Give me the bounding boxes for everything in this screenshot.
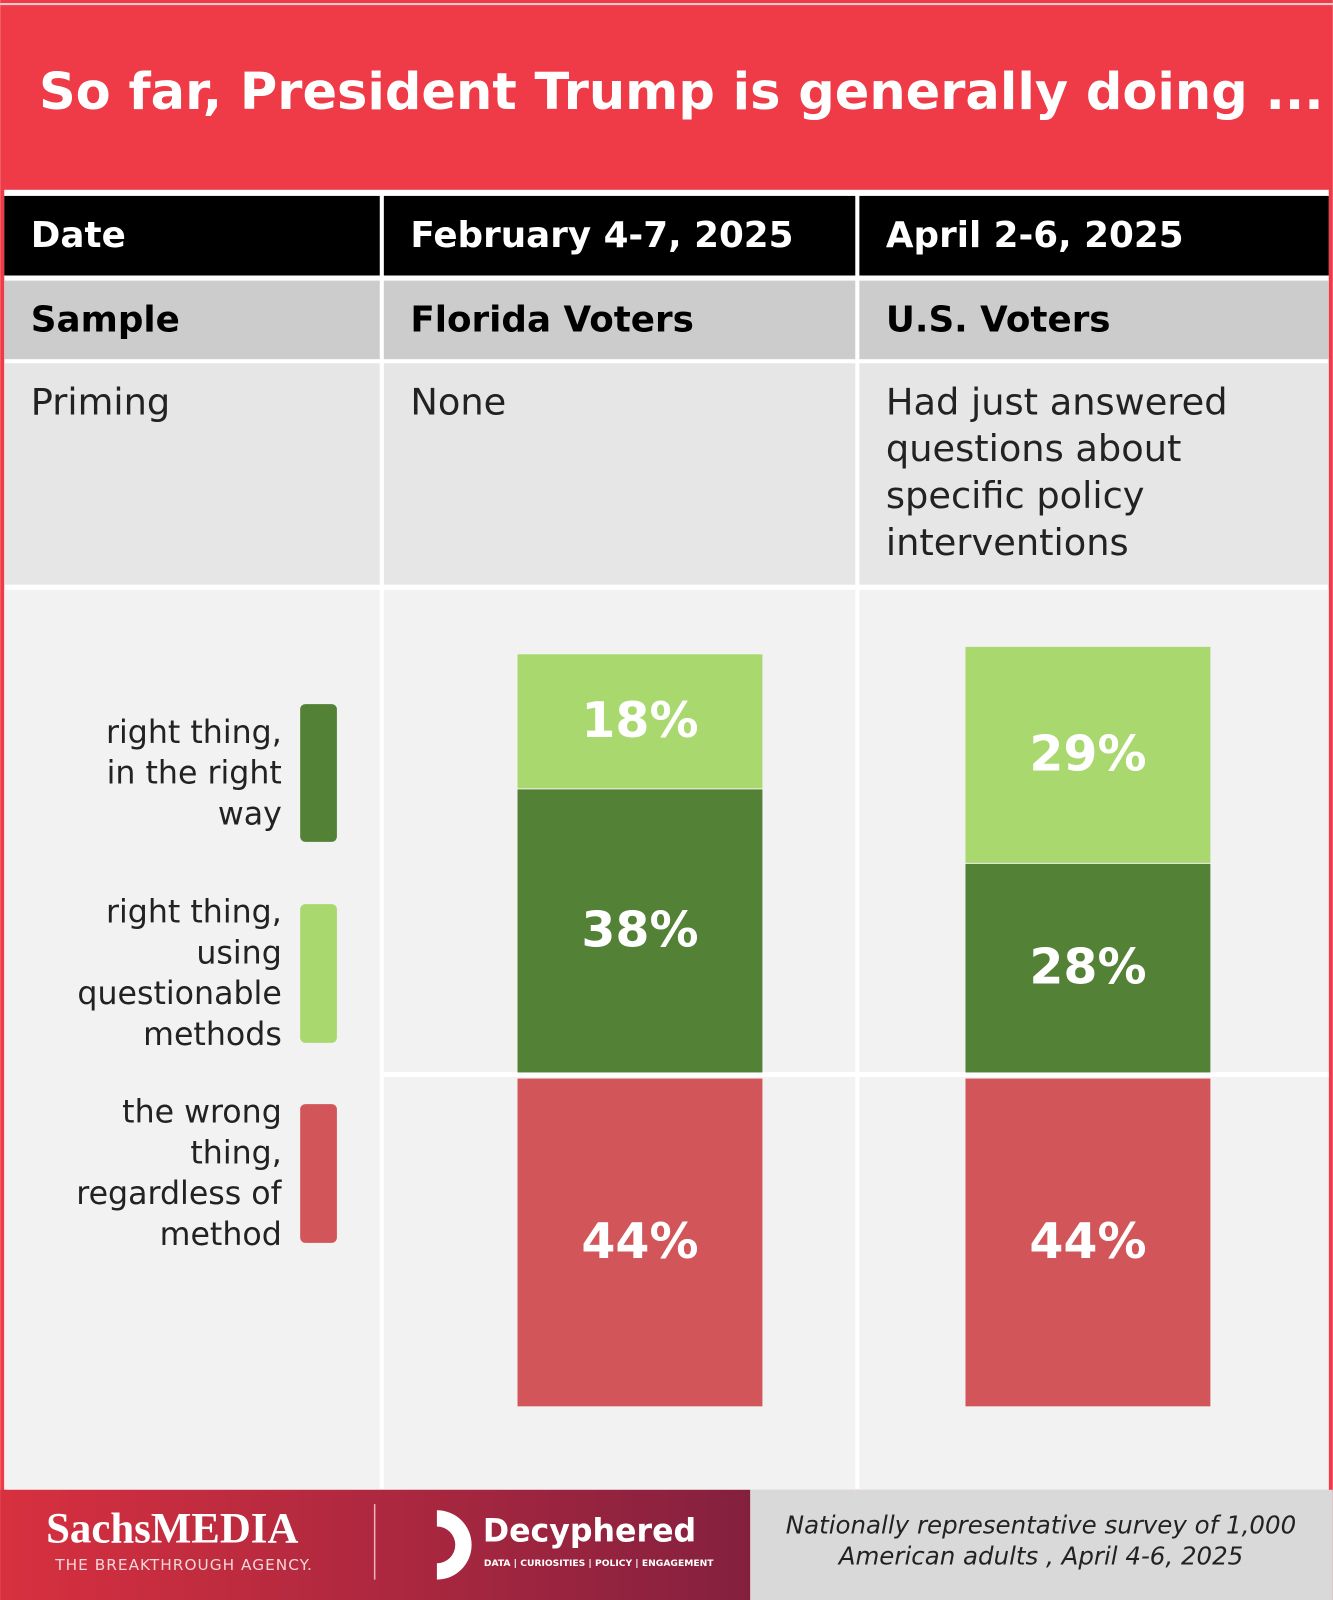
value-label: 29% [1029,725,1146,782]
decyphered-logo [436,1510,472,1580]
cell-text: Priming [30,381,171,424]
value-label: 28% [1029,939,1146,996]
legend-label: right thing, using questionable methods [77,893,282,1054]
table-cell [859,280,1329,360]
cell-text-box: Had just answered questions about specif… [885,381,1228,565]
chart: 38% 18% 44% 28% 29% 44% right thing, in the ri… [31,646,1211,1407]
legend-label-box: right thing, in the right way [31,673,282,872]
bar-segment [965,863,1211,1073]
table-cell [4,195,380,276]
bar-segment [517,1078,763,1407]
cell-text: Sample [30,300,180,341]
cell-text-box: February 4-7, 2025 [410,215,794,257]
table-cell [4,363,380,585]
table-cell [859,195,1329,276]
value-label: 18% [581,692,698,749]
bar-segment [517,654,763,789]
legend-label-box: the wrong thing, regardless of method [31,1073,282,1273]
cell-text-box: Florida Voters [410,300,694,341]
brand-sachs: SachsMEDIA [46,1505,298,1552]
footer-note-box: Nationally representative survey of 1,00… [785,1511,1297,1571]
cell-text: Florida Voters [410,300,694,341]
legend-label-wrap: right thing, using questionable methods [31,873,282,1073]
footer-right [750,1489,1333,1600]
brand-decyphered-tagline: DATA | CURIOSITIES | POLICY | ENGAGEMENT [484,1558,714,1569]
legend-label-box: right thing, using questionable methods [31,873,282,1073]
cell-text: February 4-7, 2025 [410,215,794,257]
bar-segment [965,1078,1211,1407]
legend-label: the wrong thing, regardless of method [76,1093,282,1254]
cell-text-box: Sample [30,300,180,341]
cell-text-box: U.S. Voters [885,300,1111,341]
title: So far, President Trump is generally doi… [39,63,1324,122]
footer-note: Nationally representative survey of 1,00… [785,1511,1297,1571]
table-cell [4,280,380,360]
cell-text-box: Priming [30,381,171,424]
table-cell [383,363,856,585]
cell-text: Had just answered questions about specif… [885,381,1228,565]
cell-text-box: None [410,381,507,424]
table-cell [383,195,856,276]
brand-decyphered: Decyphered [483,1514,696,1550]
cell-text: Date [30,215,126,257]
value-label: 38% [581,901,698,958]
cell-text: April 2-6, 2025 [885,215,1184,257]
cell-text-box: Date [30,215,126,257]
cell-text: U.S. Voters [885,300,1111,341]
cell-text: None [410,381,507,424]
legend-label: right thing, in the right way [105,713,282,833]
value-label: 44% [1029,1213,1146,1270]
legend-label-wrap: the wrong thing, regardless of method [31,1073,282,1273]
legend-swatch [300,704,337,842]
value-label: 44% [581,1213,698,1270]
bar-segment [517,789,763,1073]
table-cell [383,280,856,360]
legend-swatch [300,904,337,1043]
bar-segment [965,646,1211,863]
legend-swatch [300,1104,337,1243]
cell-text-box: April 2-6, 2025 [885,215,1184,257]
legend-label-wrap: right thing, in the right way [31,673,282,872]
brand-sachs-tagline: THE BREAKTHROUGH AGENCY. [54,1556,313,1574]
table-cell [859,363,1329,585]
